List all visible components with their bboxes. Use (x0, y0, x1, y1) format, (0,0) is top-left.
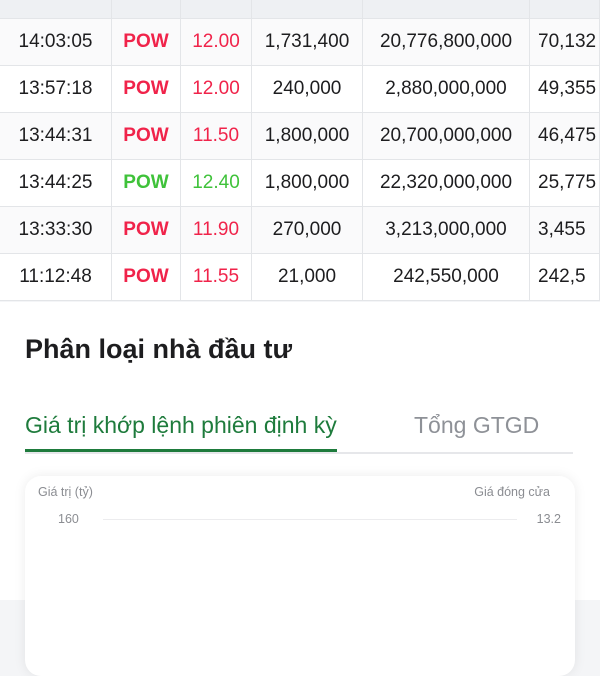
price-cell: 12.00 (181, 19, 252, 65)
volume-cell: 240,000 (252, 66, 363, 112)
table-row[interactable]: 13:33:30 POW 11.90 270,000 3,213,000,000 3,45… (0, 207, 600, 254)
investor-classification-section: Phân loại nhà đầu tư Giá trị khớp lệnh p… (0, 302, 600, 676)
symbol-cell: POW (112, 160, 181, 206)
tab-bar: Giá trị khớp lệnh phiên định kỳ Tổng GTG… (25, 412, 573, 454)
table-header (0, 0, 600, 19)
table-row[interactable]: 13:44:31 POW 11.50 1,800,000 20,700,000,000 4… (0, 113, 600, 160)
chart-card: Giá trị (tỷ) Giá đóng cửa 160 13.2 (25, 476, 575, 676)
value-cell: 242,550,000 (363, 254, 530, 300)
price-cell: 11.90 (181, 207, 252, 253)
time-cell: 14:03:05 (0, 19, 112, 65)
table-row[interactable]: 13:57:18 POW 12.00 240,000 2,880,000,000 49,3… (0, 66, 600, 113)
symbol-cell: POW (112, 207, 181, 253)
symbol-cell: POW (112, 254, 181, 300)
price-cell: 11.50 (181, 113, 252, 159)
left-axis-label: Giá trị (tỷ) (38, 485, 93, 499)
total-cell: 242,5 (530, 254, 600, 300)
time-cell: 13:33:30 (0, 207, 112, 253)
right-axis-label: Giá đóng cửa (474, 485, 550, 499)
total-cell: 25,775 (530, 160, 600, 206)
time-cell: 13:57:18 (0, 66, 112, 112)
left-tick: 160 (58, 512, 79, 526)
tab-total-value[interactable]: Tổng GTGD (414, 412, 540, 438)
time-cell: 13:44:25 (0, 160, 112, 206)
symbol-cell: POW (112, 113, 181, 159)
volume-cell: 1,731,400 (252, 19, 363, 65)
volume-cell: 270,000 (252, 207, 363, 253)
total-cell: 3,455 (530, 207, 600, 253)
symbol-cell: POW (112, 19, 181, 65)
value-cell: 20,776,800,000 (363, 19, 530, 65)
total-cell: 70,132 (530, 19, 600, 65)
volume-cell: 21,000 (252, 254, 363, 300)
right-tick: 13.2 (536, 512, 561, 526)
price-cell: 11.55 (181, 254, 252, 300)
table-row[interactable]: 14:03:05 POW 12.00 1,731,400 20,776,800,000 7… (0, 19, 600, 66)
value-cell: 22,320,000,000 (363, 160, 530, 206)
trades-table: 14:03:05 POW 12.00 1,731,400 20,776,800,000 7… (0, 0, 600, 301)
price-cell: 12.00 (181, 66, 252, 112)
symbol-cell: POW (112, 66, 181, 112)
volume-cell: 1,800,000 (252, 160, 363, 206)
time-cell: 13:44:31 (0, 113, 112, 159)
value-cell: 2,880,000,000 (363, 66, 530, 112)
total-cell: 49,355 (530, 66, 600, 112)
table-row[interactable]: 13:44:25 POW 12.40 1,800,000 22,320,000,000 2… (0, 160, 600, 207)
total-cell: 46,475 (530, 113, 600, 159)
value-cell: 3,213,000,000 (363, 207, 530, 253)
time-cell: 11:12:48 (0, 254, 112, 300)
gridline (103, 519, 517, 520)
section-title: Phân loại nhà đầu tư (25, 334, 293, 364)
price-cell: 12.40 (181, 160, 252, 206)
table-row[interactable]: 11:12:48 POW 11.55 21,000 242,550,000 242,5 (0, 254, 600, 301)
tab-periodic-matched-value[interactable]: Giá trị khớp lệnh phiên định kỳ (25, 412, 337, 452)
value-cell: 20,700,000,000 (363, 113, 530, 159)
volume-cell: 1,800,000 (252, 113, 363, 159)
